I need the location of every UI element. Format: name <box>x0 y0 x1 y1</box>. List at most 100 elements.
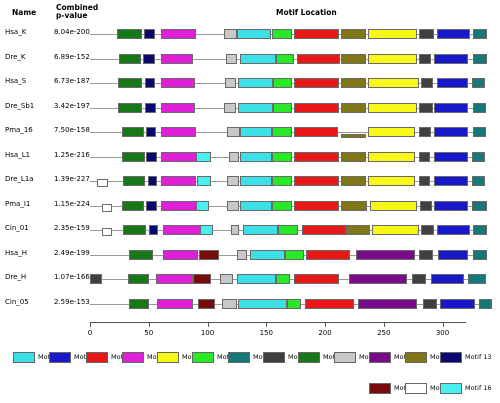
motif-10-block <box>227 176 240 186</box>
motif-7-block <box>478 298 492 309</box>
sequence-name: Pma_16 <box>5 126 33 134</box>
legend-swatch <box>157 352 179 363</box>
motif-8-block <box>420 200 432 211</box>
motif-13-block <box>146 200 157 211</box>
sequence-name: Hsa_H <box>5 248 27 257</box>
motif-10-block <box>220 274 234 284</box>
motif-8-block <box>419 29 435 39</box>
motif-13-block <box>145 78 155 88</box>
motif-15-block <box>97 179 108 187</box>
motif-16-block <box>195 151 212 162</box>
combined-pvalue: 2.49e-199 <box>54 248 90 257</box>
motif-10-block <box>226 53 237 64</box>
motif-12-block <box>341 200 368 211</box>
motif-16-block <box>195 200 209 211</box>
motif-2-block <box>440 298 476 309</box>
motif-7-block <box>471 200 488 211</box>
pvalue-header-line1: Combined <box>56 3 99 12</box>
motif-7-block <box>473 249 488 260</box>
motif-2-block <box>436 78 469 88</box>
motif-11-block <box>357 298 417 309</box>
motif-4-block <box>160 78 195 88</box>
legend-swatch <box>405 383 427 394</box>
motif-10-block <box>223 102 236 113</box>
motif-10-block <box>227 200 240 211</box>
combined-pvalue: 1.25e-216 <box>54 150 90 159</box>
motif-10-block <box>227 127 241 137</box>
motif-12-block <box>341 53 367 64</box>
motif-3-block <box>301 225 347 235</box>
combined-pvalue: 6.73e-187 <box>54 77 90 85</box>
motif-1-block <box>236 274 276 284</box>
motif-14-block <box>193 274 212 284</box>
motif-12-block <box>341 151 367 162</box>
motif-10-block <box>223 29 237 39</box>
motif-8-block <box>421 78 434 88</box>
motif-8-block <box>419 249 434 260</box>
motif-4-block <box>160 127 196 137</box>
motif-2-block <box>436 225 470 235</box>
motif-8-block <box>419 102 434 113</box>
legend-swatch <box>122 352 144 363</box>
motif-3-block <box>294 127 338 137</box>
motif-4-block <box>160 151 196 162</box>
motif-6-block <box>285 249 304 260</box>
motif-9-block <box>117 29 142 39</box>
motif-6-block <box>273 78 293 88</box>
motif-8-block <box>419 151 430 162</box>
legend-swatch <box>440 352 462 363</box>
motif-4-block <box>160 53 194 64</box>
motif-7-block <box>471 78 485 88</box>
pvalue-header-line2: p-value <box>56 11 88 20</box>
combined-pvalue: 3.42e-197 <box>54 101 90 110</box>
motif-9-block <box>128 298 149 309</box>
sequence-name: Dre_K <box>5 52 26 61</box>
motif-2-block <box>434 53 469 64</box>
motif-13-block <box>146 151 157 162</box>
motif-1-block <box>238 78 274 88</box>
motif-16-block <box>196 176 212 186</box>
motif-6-block <box>278 225 298 235</box>
motif-6-block <box>272 127 293 137</box>
motif-7-block <box>468 274 486 284</box>
sequence-name: Dre_H <box>5 273 27 281</box>
sequence-name: Dre_Sb1 <box>5 101 35 110</box>
motif-location-header: Motif Location <box>276 8 337 17</box>
motif-4-block <box>160 29 196 39</box>
motif-3-block <box>294 102 340 113</box>
sequence-name: Cin_01 <box>5 224 29 232</box>
combined-pvalue: 8.04e-200 <box>54 28 90 36</box>
motif-5-block <box>368 29 417 39</box>
motif-3-block <box>294 29 340 39</box>
motif-6-block <box>287 298 302 309</box>
motif-13-block <box>142 53 155 64</box>
legend-swatch <box>49 352 71 363</box>
motif-2-block <box>434 127 469 137</box>
motif-4-block <box>160 176 196 186</box>
motif-2-block <box>434 102 469 113</box>
motif-9-block <box>118 78 142 88</box>
motif-10-block <box>231 225 240 235</box>
motif-8-block <box>411 274 427 284</box>
motif-1-block <box>240 127 273 137</box>
motif-10-block <box>225 78 236 88</box>
motif-11-block <box>348 274 408 284</box>
motif-7-block <box>473 225 488 235</box>
motif-3-block <box>296 53 341 64</box>
legend-swatch <box>228 352 250 363</box>
sequence-name: Hsa_K <box>5 28 27 36</box>
motif-9-block <box>122 176 146 186</box>
motif-10-block <box>236 249 248 260</box>
motif-2-block <box>434 151 469 162</box>
motif-5-block <box>368 176 416 186</box>
motif-3-block <box>294 176 340 186</box>
motif-15-block <box>101 203 113 212</box>
legend-swatch <box>334 352 356 363</box>
motif-3-block <box>294 151 340 162</box>
motif-13-block <box>144 29 155 39</box>
motif-9-block <box>127 274 149 284</box>
motif-13-block <box>148 225 159 235</box>
sequence-name: Hsa_S <box>5 77 27 85</box>
motif-12-block <box>341 29 367 39</box>
